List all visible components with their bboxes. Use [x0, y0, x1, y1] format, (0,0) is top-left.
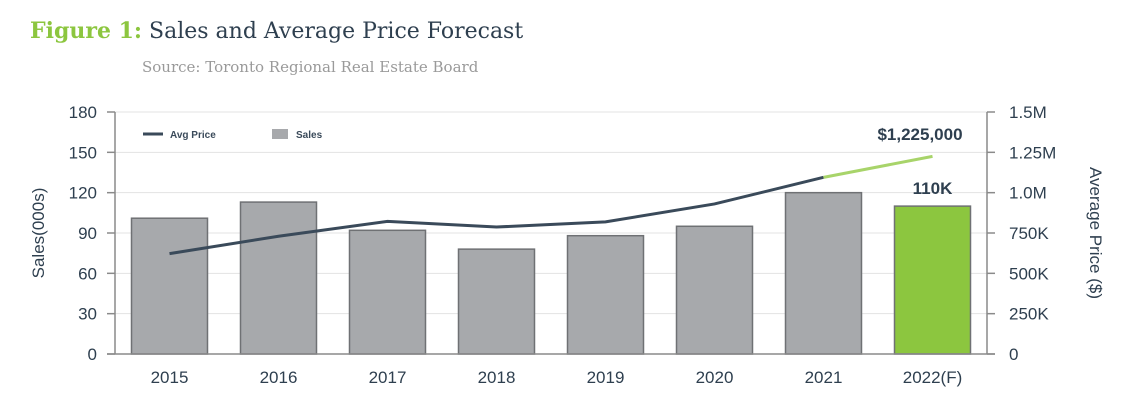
- legend: Avg Price Sales: [143, 129, 323, 141]
- price-annotation: $1,225,000: [877, 125, 962, 144]
- legend-bar-swatch: [272, 129, 288, 139]
- bar-2016: [239, 201, 318, 355]
- right-tick-label: 500K: [1009, 264, 1049, 283]
- legend-label-sales: Sales: [296, 130, 323, 141]
- left-tick-label: 0: [88, 345, 97, 364]
- price-line-forecast: [823, 154, 933, 179]
- figure-label: Figure 1:: [30, 18, 143, 44]
- y2-axis-label: Average Price ($): [1086, 167, 1105, 299]
- x-tick-label: 2016: [260, 368, 298, 387]
- x-tick-label: 2020: [696, 368, 734, 387]
- bar-2017: [348, 229, 427, 355]
- left-tick-label: 30: [78, 305, 97, 324]
- bars: [130, 191, 972, 355]
- left-tick-label: 90: [78, 224, 97, 243]
- x-tick-label: 2019: [587, 368, 625, 387]
- annotations: $1,225,000 110K: [877, 125, 962, 198]
- price-line-actual: [169, 175, 824, 256]
- x-tick-label: 2017: [369, 368, 407, 387]
- left-tick-label: 60: [78, 264, 97, 283]
- left-tick-label: 120: [69, 184, 97, 203]
- bar-2018: [457, 248, 536, 355]
- bar-2019: [566, 234, 645, 355]
- bar-2020: [675, 225, 754, 355]
- bar-2021: [784, 191, 863, 355]
- left-axis-ticks: 0 30 60 90 120 150 180: [69, 103, 115, 364]
- x-tick-label: 2015: [151, 368, 189, 387]
- right-tick-label: 1.5M: [1009, 103, 1047, 122]
- right-tick-label: 1.25M: [1009, 143, 1056, 162]
- right-tick-label: 1.0M: [1009, 184, 1047, 203]
- left-tick-label: 150: [69, 143, 97, 162]
- price-line: [169, 154, 933, 256]
- sales-annotation: 110K: [913, 179, 953, 198]
- x-tick-label: 2022(F): [903, 368, 963, 387]
- right-tick-label: 0: [1009, 345, 1018, 364]
- legend-label-avg-price: Avg Price: [170, 130, 216, 141]
- chart-source: Source: Toronto Regional Real Estate Boa…: [142, 58, 479, 76]
- x-tick-label: 2018: [478, 368, 516, 387]
- right-tick-label: 250K: [1009, 305, 1049, 324]
- left-tick-label: 180: [69, 103, 97, 122]
- x-tick-label: 2021: [805, 368, 843, 387]
- right-tick-label: 750K: [1009, 224, 1049, 243]
- bar-2022(F): [893, 205, 972, 355]
- chart-title: Sales and Average Price Forecast: [149, 19, 524, 44]
- x-axis-ticks: 2015 2016 2017 2018 2019 2020 2021 2022(F): [151, 368, 963, 387]
- bar-2015: [130, 217, 209, 355]
- figure-title: Figure 1: Sales and Average Price Foreca…: [30, 18, 523, 44]
- right-axis-ticks: 0 250K 500K 750K 1.0M 1.25M 1.5M: [987, 103, 1056, 364]
- y-axis-label: Sales(000s): [29, 188, 48, 279]
